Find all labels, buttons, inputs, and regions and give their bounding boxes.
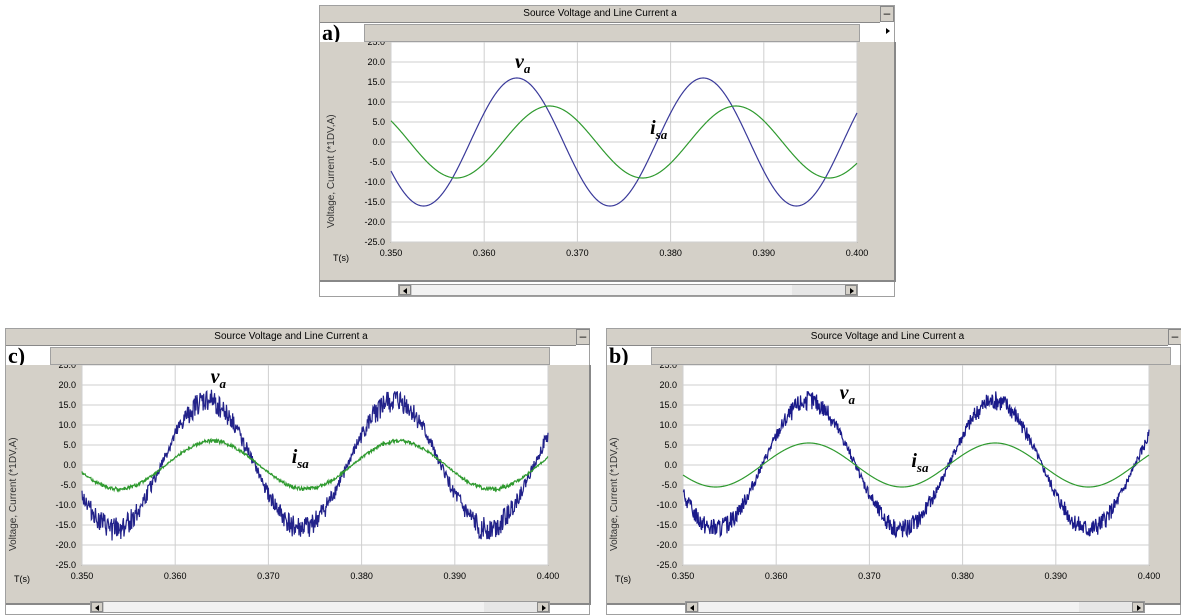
y-tick-label: 10.0 bbox=[367, 97, 385, 107]
y-tick-label: -5.0 bbox=[60, 480, 76, 490]
series-i-line bbox=[390, 105, 858, 179]
y-tick-label: -20.0 bbox=[364, 217, 385, 227]
panel-label: a) bbox=[322, 20, 341, 45]
header-bar bbox=[364, 24, 860, 42]
annotation-isa: isa bbox=[650, 117, 668, 142]
series-i-line bbox=[682, 442, 1150, 488]
annotation-isa: isa bbox=[292, 446, 310, 471]
x-tick-label: 0.370 bbox=[257, 571, 280, 581]
y-tick-label: 25.0 bbox=[659, 365, 677, 370]
y-tick-label: -15.0 bbox=[656, 520, 677, 530]
chart-c: 25.0 20.0 15.0 10.0 5.0 0.0 -5.0 -10.0 -15.0 -20.… bbox=[55, 365, 560, 581]
x-tick-label: 0.380 bbox=[350, 571, 373, 581]
y-tick-label: -10.0 bbox=[55, 500, 76, 510]
scroll-thumb[interactable] bbox=[411, 285, 792, 295]
y-tick-label: -20.0 bbox=[656, 540, 677, 550]
x-tick-label: 0.380 bbox=[951, 571, 974, 581]
header-bar bbox=[50, 347, 550, 365]
scroll-right-button[interactable] bbox=[845, 285, 857, 295]
y-tick-label: 25.0 bbox=[58, 365, 76, 370]
y-axis-label: Voltage, Current (*1DV,A) bbox=[326, 114, 337, 228]
annotation-va: va bbox=[840, 382, 856, 407]
annotation-isa: isa bbox=[911, 450, 929, 475]
x-tick-label: 0.350 bbox=[71, 571, 94, 581]
y-tick-label: 0.0 bbox=[63, 460, 76, 470]
window-title: Source Voltage and Line Current a bbox=[320, 6, 880, 23]
y-tick-label: 20.0 bbox=[58, 380, 76, 390]
x-tick-label: 0.390 bbox=[444, 571, 467, 581]
scroll-right-button[interactable] bbox=[1132, 602, 1144, 612]
horizontal-scrollbar[interactable] bbox=[90, 601, 550, 613]
x-axis-label: T(s) bbox=[615, 574, 631, 584]
y-tick-label: -15.0 bbox=[364, 197, 385, 207]
y-tick-label: 25.0 bbox=[367, 42, 385, 47]
annotation-va: va bbox=[515, 51, 531, 76]
y-tick-label: -25.0 bbox=[55, 560, 76, 570]
x-tick-label: 0.400 bbox=[1138, 571, 1161, 581]
x-axis-label: T(s) bbox=[14, 574, 30, 584]
panel-label: c) bbox=[8, 343, 26, 368]
y-tick-label: 20.0 bbox=[659, 380, 677, 390]
window-title: Source Voltage and Line Current a bbox=[6, 329, 576, 346]
y-tick-label: -5.0 bbox=[369, 157, 385, 167]
scroll-left-button[interactable] bbox=[91, 602, 103, 612]
horizontal-scrollbar[interactable] bbox=[685, 601, 1145, 613]
scroll-left-button[interactable] bbox=[686, 602, 698, 612]
x-tick-label: 0.400 bbox=[846, 248, 869, 258]
x-tick-label: 0.360 bbox=[765, 571, 788, 581]
y-tick-label: 15.0 bbox=[58, 400, 76, 410]
y-tick-label: 5.0 bbox=[372, 117, 385, 127]
y-tick-label: -10.0 bbox=[364, 177, 385, 187]
y-axis-label: Voltage, Current (*1DV,A) bbox=[8, 437, 19, 551]
series-v-line bbox=[682, 391, 1150, 539]
x-tick-label: 0.370 bbox=[858, 571, 881, 581]
panel-b: Source Voltage and Line Current a – b) 2… bbox=[606, 328, 1181, 615]
window-title: Source Voltage and Line Current a bbox=[607, 329, 1168, 346]
y-tick-label: 10.0 bbox=[659, 420, 677, 430]
y-tick-label: -15.0 bbox=[55, 520, 76, 530]
horizontal-scrollbar[interactable] bbox=[398, 284, 858, 296]
x-tick-label: 0.390 bbox=[753, 248, 776, 258]
y-tick-label: 5.0 bbox=[63, 440, 76, 450]
series-i-line bbox=[81, 437, 549, 493]
panel-label: b) bbox=[609, 343, 629, 368]
y-tick-label: -25.0 bbox=[364, 237, 385, 247]
expand-arrow-icon[interactable] bbox=[886, 28, 890, 34]
y-tick-label: 15.0 bbox=[367, 77, 385, 87]
x-tick-label: 0.390 bbox=[1045, 571, 1068, 581]
series-v-line bbox=[390, 77, 858, 207]
y-tick-label: 0.0 bbox=[372, 137, 385, 147]
y-tick-label: -25.0 bbox=[656, 560, 677, 570]
y-tick-label: 0.0 bbox=[664, 460, 677, 470]
x-tick-label: 0.380 bbox=[659, 248, 682, 258]
x-axis-label: T(s) bbox=[333, 253, 349, 263]
y-tick-label: 10.0 bbox=[58, 420, 76, 430]
y-tick-label: 20.0 bbox=[367, 57, 385, 67]
y-axis-label: Voltage, Current (*1DV,A) bbox=[609, 437, 620, 551]
y-tick-label: -5.0 bbox=[661, 480, 677, 490]
x-tick-label: 0.370 bbox=[566, 248, 589, 258]
panel-a: Source Voltage and Line Current a – a) 2… bbox=[319, 5, 896, 297]
minimize-button[interactable]: – bbox=[1168, 329, 1181, 345]
scroll-left-button[interactable] bbox=[399, 285, 411, 295]
panel-c: Source Voltage and Line Current a – c) 2… bbox=[5, 328, 591, 615]
x-tick-label: 0.360 bbox=[164, 571, 187, 581]
minimize-button[interactable]: – bbox=[576, 329, 590, 345]
minimize-button[interactable]: – bbox=[880, 6, 894, 22]
y-tick-label: -10.0 bbox=[656, 500, 677, 510]
scroll-thumb[interactable] bbox=[103, 602, 484, 612]
x-tick-label: 0.360 bbox=[473, 248, 496, 258]
y-tick-label: 5.0 bbox=[664, 440, 677, 450]
x-tick-label: 0.350 bbox=[380, 248, 403, 258]
chart-a: 25.0 20.0 15.0 10.0 5.0 0.0 -5.0 -10.0 -15.0 -20.… bbox=[364, 42, 869, 258]
y-tick-label: 15.0 bbox=[659, 400, 677, 410]
y-tick-label: -20.0 bbox=[55, 540, 76, 550]
chart-b: 25.0 20.0 15.0 10.0 5.0 0.0 -5.0 -10.0 -15.0 -20.… bbox=[656, 365, 1161, 581]
header-bar bbox=[651, 347, 1171, 365]
x-tick-label: 0.350 bbox=[672, 571, 695, 581]
x-tick-label: 0.400 bbox=[537, 571, 560, 581]
scroll-right-button[interactable] bbox=[537, 602, 549, 612]
annotation-va: va bbox=[211, 366, 227, 391]
scroll-thumb[interactable] bbox=[698, 602, 1079, 612]
